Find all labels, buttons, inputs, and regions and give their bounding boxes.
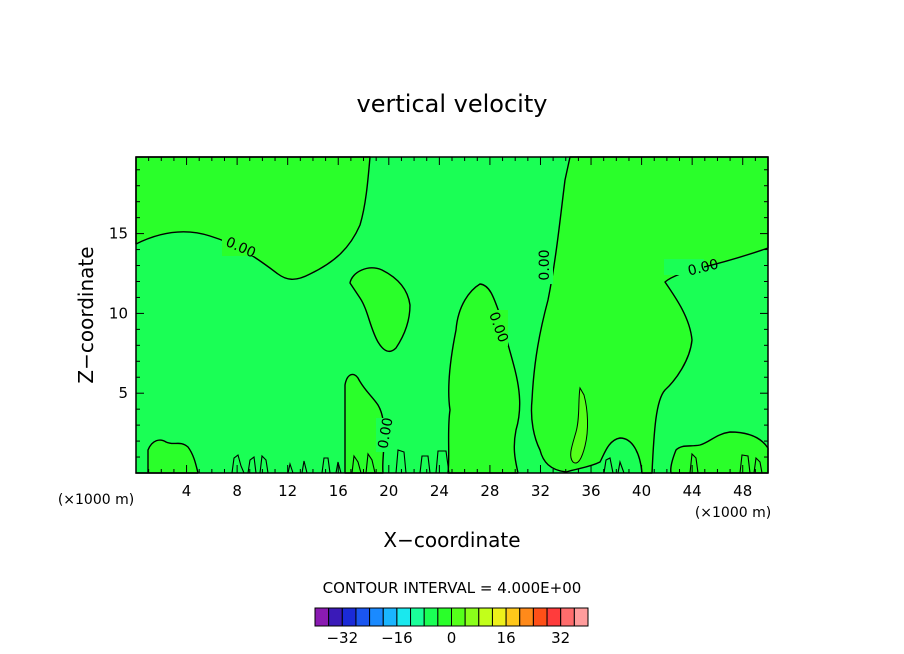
colorbar-labels: −32 −16 0 16 32 xyxy=(326,629,570,647)
y-tick-labels: 5 10 15 xyxy=(109,225,128,403)
x-tick-label: 8 xyxy=(232,482,242,500)
colorbar-swatch xyxy=(356,608,370,626)
x-unit-right: (×1000 m) xyxy=(695,505,771,521)
contour-label: 0.00 xyxy=(537,249,553,280)
x-tick-label: 44 xyxy=(683,482,702,500)
colorbar-swatch xyxy=(479,608,493,626)
y-tick-label: 5 xyxy=(118,384,128,402)
colorbar-swatch xyxy=(424,608,438,626)
colorbar-swatch xyxy=(452,608,466,626)
x-tick-labels: 4 8 12 16 20 24 28 32 36 40 44 48 xyxy=(182,482,752,500)
colorbar-tick-label: 16 xyxy=(497,629,516,647)
colorbar-swatch xyxy=(315,608,329,626)
colorbar-swatch xyxy=(342,608,356,626)
plot-area: 0.00 0.00 0.00 0.00 0.00 xyxy=(136,157,768,473)
colorbar-swatch xyxy=(370,608,384,626)
colorbar-tick-label: 32 xyxy=(551,629,570,647)
x-tick-label: 4 xyxy=(182,482,192,500)
colorbar-swatch xyxy=(520,608,534,626)
colorbar-swatch xyxy=(397,608,411,626)
colorbar-swatch xyxy=(547,608,561,626)
colorbar-swatch xyxy=(329,608,343,626)
colorbar-swatch xyxy=(411,608,425,626)
colorbar-tick-label: −16 xyxy=(381,629,413,647)
x-tick-label: 36 xyxy=(581,482,600,500)
x-tick-label: 48 xyxy=(733,482,752,500)
x-tick-label: 24 xyxy=(430,482,449,500)
x-unit-left: (×1000 m) xyxy=(58,492,134,508)
x-tick-label: 16 xyxy=(329,482,348,500)
chart-title: vertical velocity xyxy=(357,90,548,118)
colorbar-swatch xyxy=(492,608,506,626)
colorbar-swatch xyxy=(506,608,520,626)
y-tick-label: 10 xyxy=(109,304,128,322)
x-tick-label: 28 xyxy=(480,482,499,500)
y-tick-label: 15 xyxy=(109,225,128,243)
x-tick-label: 32 xyxy=(531,482,550,500)
contour-interval-text: CONTOUR INTERVAL = 4.000E+00 xyxy=(323,579,582,597)
colorbar xyxy=(315,608,588,626)
colorbar-swatch xyxy=(383,608,397,626)
colorbar-swatch xyxy=(438,608,452,626)
colorbar-tick-label: −32 xyxy=(326,629,358,647)
colorbar-swatch xyxy=(533,608,547,626)
y-axis-label: Z−coordinate xyxy=(74,246,98,383)
x-tick-label: 12 xyxy=(278,482,297,500)
x-tick-label: 40 xyxy=(632,482,651,500)
colorbar-swatch xyxy=(574,608,588,626)
x-tick-label: 20 xyxy=(379,482,398,500)
colorbar-tick-label: 0 xyxy=(447,629,457,647)
colorbar-swatch xyxy=(465,608,479,626)
colorbar-swatch xyxy=(561,608,575,626)
x-axis-label: X−coordinate xyxy=(383,528,520,552)
